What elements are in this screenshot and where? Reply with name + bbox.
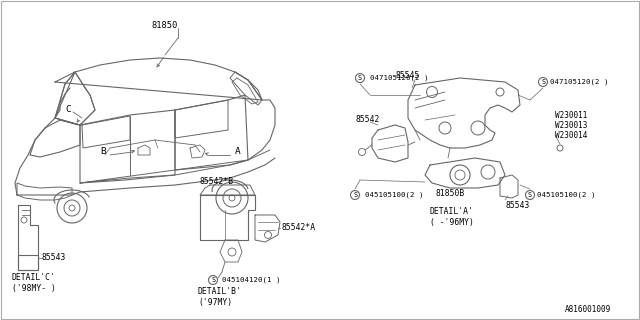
Text: 85542*A: 85542*A (282, 223, 316, 233)
Text: 85543: 85543 (42, 253, 67, 262)
Text: W230013: W230013 (555, 121, 588, 130)
Text: C: C (65, 106, 71, 115)
Text: 81850: 81850 (152, 20, 179, 29)
Text: 045104120(1 ): 045104120(1 ) (222, 277, 280, 283)
Text: 85545: 85545 (395, 71, 419, 81)
Text: 045105100(2 ): 045105100(2 ) (365, 192, 424, 198)
Text: S: S (211, 277, 215, 283)
Text: W230014: W230014 (555, 131, 588, 140)
Text: 047105120(2 ): 047105120(2 ) (370, 75, 429, 81)
Text: DETAIL'B': DETAIL'B' (198, 287, 242, 297)
Text: S: S (541, 79, 545, 85)
Text: S: S (358, 75, 362, 81)
Text: W230011: W230011 (555, 110, 588, 119)
Text: ('97MY): ('97MY) (198, 298, 232, 307)
Text: 047105120(2 ): 047105120(2 ) (550, 79, 609, 85)
Text: 85542*B: 85542*B (200, 178, 234, 187)
Text: 85543: 85543 (505, 201, 529, 210)
Text: ('98MY- ): ('98MY- ) (12, 284, 56, 292)
Text: DETAIL'A': DETAIL'A' (430, 207, 474, 217)
Text: DETAIL'C': DETAIL'C' (12, 274, 56, 283)
Text: A: A (235, 148, 241, 156)
Text: S: S (353, 192, 357, 198)
Text: 81850B: 81850B (435, 188, 464, 197)
Text: B: B (100, 148, 106, 156)
Text: S: S (528, 192, 532, 198)
Text: ( -'96MY): ( -'96MY) (430, 218, 474, 227)
Text: 045105100(2 ): 045105100(2 ) (537, 192, 595, 198)
Text: 85542: 85542 (355, 116, 380, 124)
Text: A816001009: A816001009 (565, 306, 611, 315)
